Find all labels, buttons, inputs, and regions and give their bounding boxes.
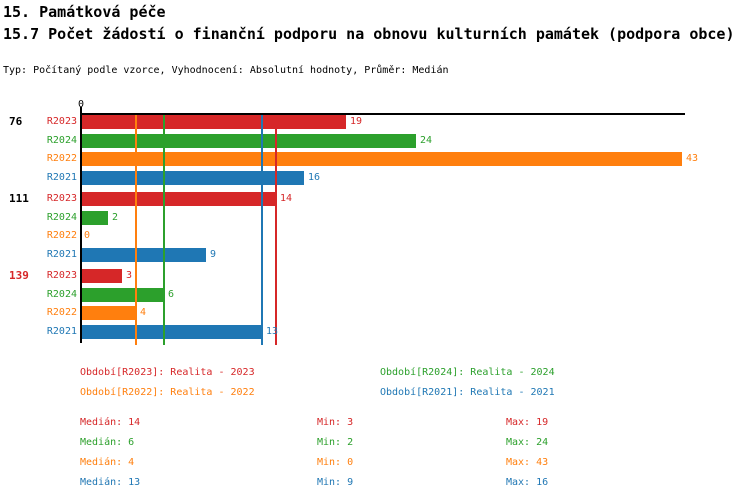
bar-value-label: 24 — [420, 134, 433, 146]
bar-value-label: 9 — [210, 248, 217, 260]
bar-series-label: R2022 — [46, 307, 77, 318]
bar-value-label: 4 — [140, 307, 147, 318]
bar-value-label: 2 — [112, 211, 119, 223]
bar-r2023 — [82, 115, 346, 129]
stat-min-r2022: Min: 0 — [317, 457, 354, 468]
bar-series-label: R2023 — [46, 116, 77, 127]
bar-series-label: R2024 — [46, 211, 77, 223]
indicator-title: 15.7 Počet žádostí o finanční podporu na… — [3, 25, 735, 43]
report-section-title: 15. Památková péče — [3, 3, 166, 21]
bar-series-label: R2021 — [46, 325, 77, 337]
stat-max-r2024: Max: 24 — [506, 437, 549, 448]
y-axis-line — [80, 107, 82, 343]
median-line-r2024 — [163, 114, 165, 345]
stat-max-r2021: Max: 16 — [506, 477, 549, 488]
bar-r2023 — [82, 192, 276, 206]
bar-r2021 — [82, 324, 262, 339]
bar-r2024 — [82, 287, 164, 302]
stat-max-r2023: Max: 19 — [506, 417, 549, 428]
bar-r2024 — [82, 210, 108, 225]
bar-r2023 — [82, 269, 122, 283]
bar-r2024 — [82, 133, 416, 148]
bar-series-label: R2024 — [46, 134, 77, 146]
legend-item-r2023: Období[R2023]: Realita - 2023 — [80, 367, 255, 378]
legend-item-r2021: Období[R2021]: Realita - 2021 — [380, 387, 555, 398]
bar-r2021 — [82, 247, 206, 262]
bar-series-label: R2022 — [46, 153, 77, 164]
stat-min-r2023: Min: 3 — [317, 417, 354, 428]
bar-series-label: R2022 — [46, 230, 77, 241]
bar-series-label: R2024 — [46, 288, 77, 300]
median-line-r2021 — [261, 114, 263, 345]
stat-min-r2021: Min: 9 — [317, 477, 354, 488]
bar-r2022 — [82, 306, 136, 320]
bar-value-label: 3 — [126, 270, 133, 281]
stat-min-r2024: Min: 2 — [317, 437, 354, 448]
median-line-r2023 — [275, 114, 277, 345]
bar-value-label: 6 — [168, 288, 175, 300]
group-total-label: 76 — [9, 115, 23, 128]
bar-value-label: 14 — [280, 193, 293, 204]
stat-median-r2021: Medián: 13 — [80, 477, 141, 488]
group-total-label: 111 — [9, 192, 29, 205]
indicator-meta-line: Typ: Počítaný podle vzorce, Vyhodnocení:… — [3, 65, 449, 76]
bar-value-label: 19 — [350, 116, 363, 127]
stat-max-r2022: Max: 43 — [506, 457, 549, 468]
legend-item-r2024: Období[R2024]: Realita - 2024 — [380, 367, 555, 378]
bar-series-label: R2023 — [46, 270, 77, 281]
x-axis-line — [80, 113, 685, 115]
bar-series-label: R2021 — [46, 171, 77, 183]
bar-series-label: R2023 — [46, 193, 77, 204]
x-axis-zero-label: 0 — [77, 99, 85, 110]
bar-value-label: 0 — [84, 230, 91, 241]
bar-value-label: 43 — [686, 153, 699, 164]
stat-median-r2024: Medián: 6 — [80, 437, 135, 448]
bar-r2022 — [82, 152, 682, 166]
legend-item-r2022: Období[R2022]: Realita - 2022 — [80, 387, 255, 398]
bar-series-label: R2021 — [46, 248, 77, 260]
group-total-label: 139 — [9, 269, 29, 282]
bar-r2021 — [82, 170, 304, 185]
stat-median-r2022: Medián: 4 — [80, 457, 135, 468]
median-line-r2022 — [135, 114, 137, 345]
bar-value-label: 16 — [308, 171, 321, 183]
bar-value-label: 13 — [266, 325, 279, 337]
stat-median-r2023: Medián: 14 — [80, 417, 141, 428]
